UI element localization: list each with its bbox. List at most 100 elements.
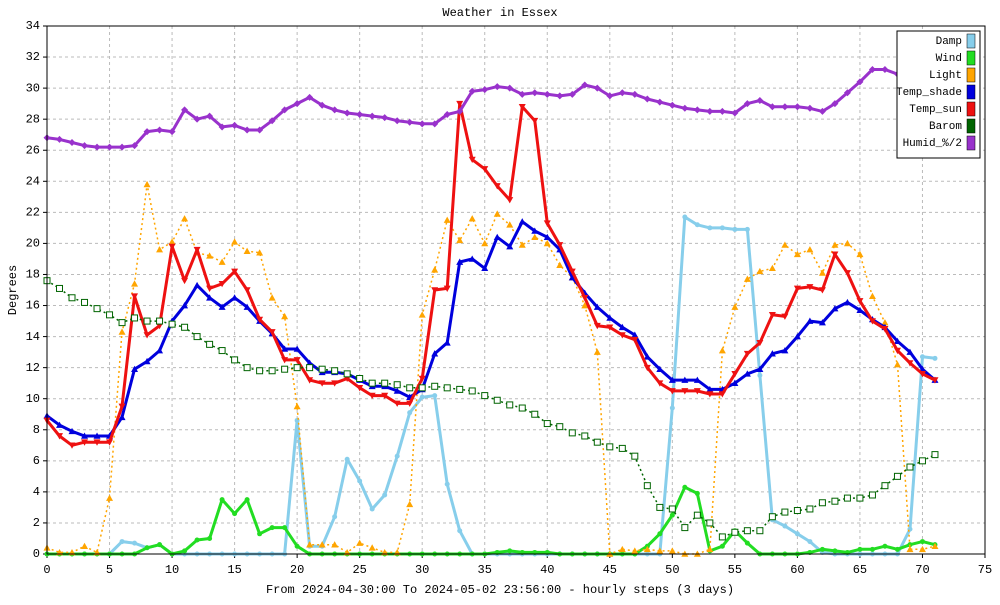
point xyxy=(731,379,739,386)
point xyxy=(931,542,939,550)
point xyxy=(81,432,89,439)
point xyxy=(718,533,726,541)
point xyxy=(731,109,739,117)
y-tick-label: 20 xyxy=(26,237,40,251)
point xyxy=(643,545,651,553)
x-tick-label: 20 xyxy=(290,563,304,577)
legend-label: Temp_sun xyxy=(909,104,962,116)
point xyxy=(881,319,889,326)
point xyxy=(819,546,825,552)
point xyxy=(382,492,388,498)
point xyxy=(868,318,876,325)
point xyxy=(281,365,289,373)
point xyxy=(694,222,700,228)
point xyxy=(894,546,900,552)
point xyxy=(181,323,189,331)
point xyxy=(906,463,914,471)
point xyxy=(806,104,814,112)
point xyxy=(219,497,225,503)
point xyxy=(768,513,776,521)
point xyxy=(418,311,426,318)
point xyxy=(218,258,226,265)
point xyxy=(856,250,864,258)
point xyxy=(568,274,576,281)
point xyxy=(806,317,814,324)
point xyxy=(268,294,276,301)
plot-frame xyxy=(46,25,986,555)
point xyxy=(781,347,789,354)
point xyxy=(181,106,189,114)
legend-label: Humid_%/2 xyxy=(903,138,962,150)
point xyxy=(831,305,839,312)
point xyxy=(931,451,939,459)
point xyxy=(368,544,376,551)
point xyxy=(706,107,714,115)
point xyxy=(269,525,275,531)
point xyxy=(206,285,214,292)
point xyxy=(181,215,189,222)
point xyxy=(782,523,788,529)
point xyxy=(56,421,64,428)
point xyxy=(206,294,214,301)
point xyxy=(668,505,676,513)
point xyxy=(719,543,725,549)
point xyxy=(506,401,514,409)
point xyxy=(593,84,601,92)
point xyxy=(231,268,239,275)
point xyxy=(456,385,464,393)
point xyxy=(606,92,614,100)
point xyxy=(243,126,251,134)
point xyxy=(281,345,289,352)
x-tick-label: 55 xyxy=(728,563,742,577)
point xyxy=(231,238,239,245)
point xyxy=(718,391,726,398)
point xyxy=(118,413,126,421)
series-line xyxy=(45,102,936,447)
point xyxy=(781,103,789,111)
point xyxy=(543,420,551,428)
point xyxy=(56,135,64,143)
point xyxy=(793,507,801,515)
point xyxy=(656,98,664,106)
point xyxy=(157,542,163,548)
point xyxy=(882,543,888,549)
point xyxy=(282,525,288,531)
point xyxy=(531,117,539,125)
point xyxy=(693,106,701,114)
point xyxy=(256,367,264,375)
legend-swatch xyxy=(966,135,976,151)
point xyxy=(468,87,476,95)
point xyxy=(531,89,539,97)
point xyxy=(243,303,251,310)
point xyxy=(631,336,639,344)
point xyxy=(531,227,539,234)
x-tick-label: 60 xyxy=(790,563,804,577)
point xyxy=(869,546,875,552)
point xyxy=(368,379,376,387)
point xyxy=(593,303,601,310)
point xyxy=(856,306,864,313)
point xyxy=(344,456,350,462)
point xyxy=(168,320,176,328)
point xyxy=(156,317,164,325)
point xyxy=(493,83,501,91)
point xyxy=(593,438,601,446)
point xyxy=(768,264,776,272)
point xyxy=(568,90,576,98)
point xyxy=(381,379,389,387)
point xyxy=(543,239,551,247)
point xyxy=(768,350,776,357)
point xyxy=(193,115,201,123)
point xyxy=(757,372,763,378)
point xyxy=(693,388,701,395)
point xyxy=(731,528,739,536)
x-tick-label: 75 xyxy=(978,563,992,577)
y-axis-label: Degrees xyxy=(6,265,20,315)
point xyxy=(168,243,176,251)
point xyxy=(793,250,801,258)
point xyxy=(656,380,664,387)
point xyxy=(656,365,664,372)
point xyxy=(893,337,901,345)
